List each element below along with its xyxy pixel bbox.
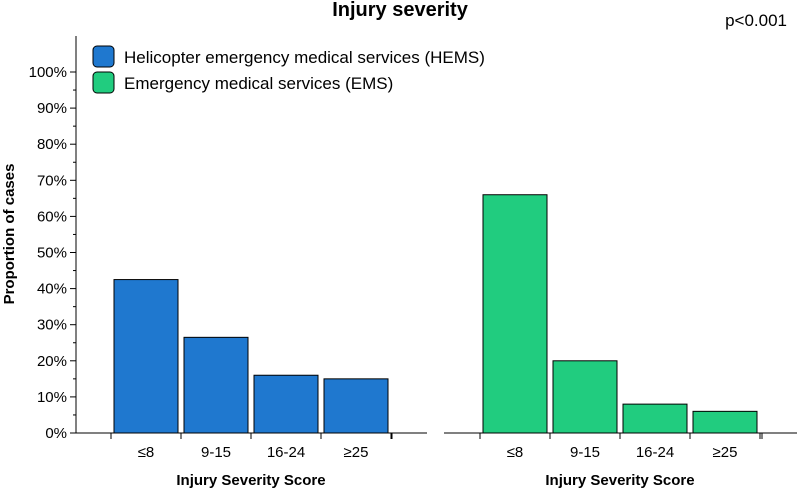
legend-label-ems: Emergency medical services (EMS) [124, 74, 393, 93]
ems-panel: ≤8 9-15 16-24 ≥25 Injury Severity Score [482, 194, 758, 489]
y-tick-label: 70% [37, 172, 67, 189]
x-tick-label: 9-15 [570, 444, 600, 461]
hems-bars [113, 279, 389, 434]
y-axis-label: Proportion of cases [1, 164, 18, 305]
x-tick-label: ≥25 [344, 444, 369, 461]
legend-swatch-ems [92, 71, 115, 94]
y-tick-labels: 0% 10% 20% 30% 40% 50% 60% 70% 80% 90% 100% [29, 64, 67, 442]
y-tick-label: 60% [37, 208, 67, 225]
hems-panel: ≤8 9-15 16-24 ≥25 Injury Severity Score [113, 279, 389, 489]
y-tick-label: 30% [37, 317, 67, 334]
bar-ems-0 [482, 194, 548, 434]
ems-x-axis-label: Injury Severity Score [545, 472, 694, 489]
bar-hems-0 [113, 279, 179, 434]
y-tick-marks [70, 71, 76, 434]
x-tick-label: ≤8 [507, 444, 524, 461]
bar-ems-3 [692, 410, 758, 434]
p-value-annotation: p<0.001 [725, 11, 787, 30]
y-tick-label: 0% [45, 425, 67, 442]
hems-x-ticks: ≤8 9-15 16-24 ≥25 [138, 444, 369, 461]
y-axis: 0% 10% 20% 30% 40% 50% 60% 70% 80% 90% 100% [29, 64, 76, 442]
x-tick-label: 16-24 [636, 444, 674, 461]
y-tick-label: 80% [37, 136, 67, 153]
y-tick-label: 20% [37, 353, 67, 370]
y-tick-label: 90% [37, 100, 67, 117]
legend: Helicopter emergency medical services (H… [92, 45, 485, 94]
legend-label-hems: Helicopter emergency medical services (H… [124, 48, 485, 67]
x-tick-label: 9-15 [201, 444, 231, 461]
ems-x-ticks: ≤8 9-15 16-24 ≥25 [507, 444, 738, 461]
x-tick-label: ≤8 [138, 444, 155, 461]
y-tick-label: 40% [37, 281, 67, 298]
x-tick-label: 16-24 [267, 444, 305, 461]
bar-ems-1 [552, 360, 618, 434]
chart-title: Injury severity [332, 0, 469, 21]
ems-bars [482, 194, 758, 434]
y-tick-label: 100% [29, 64, 67, 81]
bar-hems-2 [253, 374, 319, 434]
bar-hems-1 [183, 336, 249, 434]
bar-ems-2 [622, 403, 688, 434]
bar-hems-3 [323, 378, 389, 434]
y-tick-label: 10% [37, 389, 67, 406]
x-tick-label: ≥25 [713, 444, 738, 461]
axis-lines [75, 36, 797, 439]
hems-x-axis-label: Injury Severity Score [176, 472, 325, 489]
legend-swatch-hems [92, 45, 115, 68]
y-tick-label: 50% [37, 245, 67, 262]
